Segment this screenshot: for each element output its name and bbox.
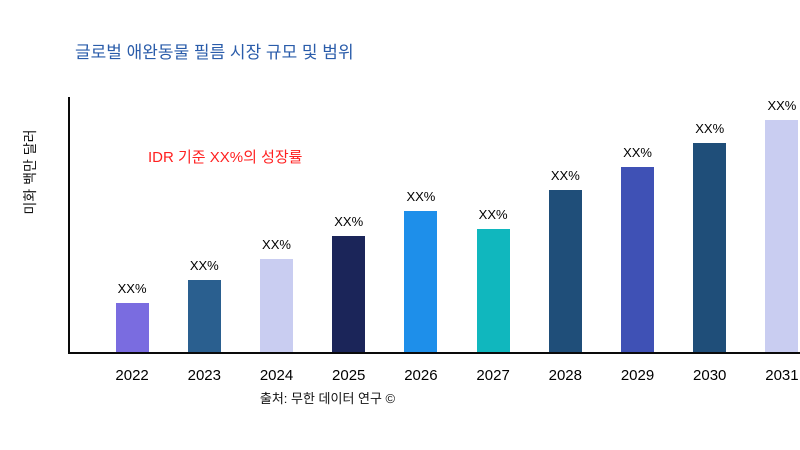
bar-slot: XX% 2024	[240, 97, 312, 384]
bar-slot: XX% 2026	[385, 97, 457, 384]
x-tick-label: 2026	[404, 367, 438, 384]
bar-value-label: XX%	[623, 144, 652, 160]
bar	[404, 210, 438, 352]
bar	[548, 189, 582, 352]
bar	[332, 236, 366, 352]
plot-area: XX% 2022 XX% 2023 XX% 2024 XX% 2025 XX% 2026 XX% 20…	[68, 97, 800, 384]
source-caption: 출처: 무한 데이터 연구 ©	[259, 391, 396, 406]
bar	[187, 280, 221, 352]
y-axis-label: 미화 백만 달러	[22, 129, 38, 215]
bar-value-label: XX%	[334, 214, 364, 230]
chart-title: 글로벌 애완동물 필름 시장 규모 및 범위	[75, 43, 354, 62]
bar-slot: XX% 2023	[168, 97, 240, 384]
bar-value-label: XX%	[117, 281, 147, 297]
x-tick-label: 2025	[332, 367, 366, 384]
bar-slot: XX% 2028	[529, 97, 601, 384]
bar	[115, 303, 149, 352]
bar-slot: XX% 2025	[313, 97, 385, 384]
bar	[621, 166, 655, 352]
bar-value-label: XX%	[406, 188, 436, 204]
bar	[693, 143, 727, 352]
bar-value-label: XX%	[767, 98, 797, 114]
bar	[260, 259, 293, 352]
bar	[765, 120, 799, 352]
x-tick-label: 2027	[476, 367, 510, 384]
x-tick-label: 2023	[187, 367, 221, 384]
x-tick-label: 2022	[115, 367, 149, 384]
bar-value-label: XX%	[262, 237, 291, 253]
x-tick-label: 2030	[693, 367, 727, 384]
x-tick-label: 2029	[620, 367, 655, 384]
bar-slot: XX% 2027	[457, 97, 529, 384]
growth-rate-annotation: IDR 기준 XX%의 성장률	[148, 149, 303, 166]
x-tick-label: 2024	[259, 367, 294, 384]
bar-slot: XX% 2030	[674, 97, 746, 384]
bar-slot: XX% 2022	[96, 97, 168, 384]
bar-slot: XX% 2031	[746, 97, 800, 384]
x-tick-label: 2031	[765, 367, 799, 384]
x-tick-label: 2028	[548, 367, 582, 384]
bar-value-label: XX%	[550, 167, 580, 183]
bar	[476, 229, 510, 352]
bar-value-label: XX%	[695, 121, 725, 137]
bar-value-label: XX%	[478, 207, 508, 223]
bar-slot: XX% 2029	[601, 97, 673, 384]
bar-value-label: XX%	[189, 258, 219, 274]
